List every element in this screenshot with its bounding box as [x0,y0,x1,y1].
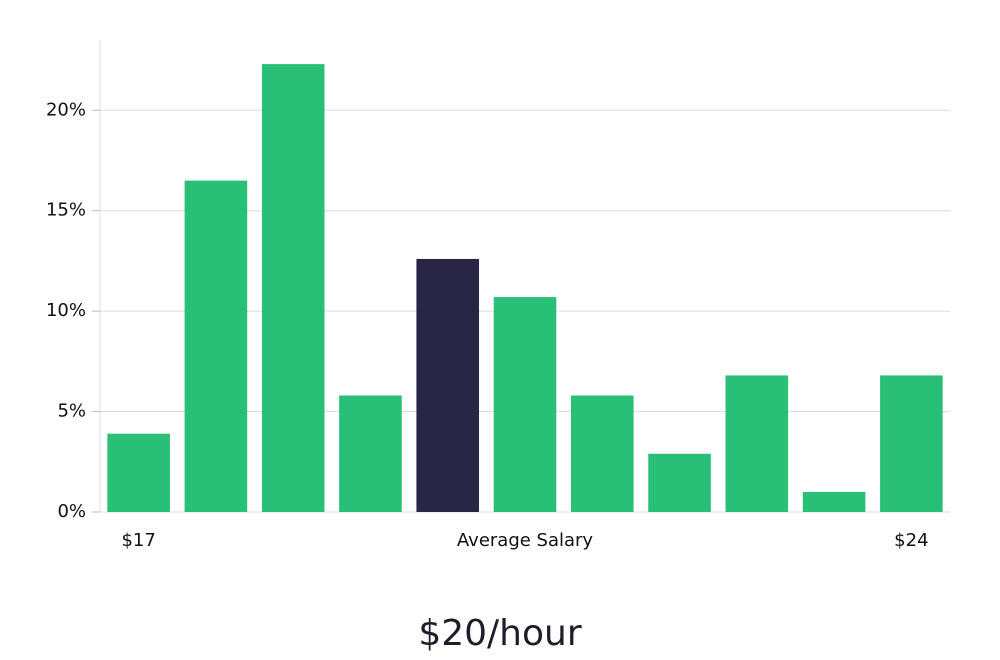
bar [261,64,325,513]
footer: $20/hour [418,613,582,654]
bar [493,297,557,512]
y-tick-label: 0% [57,501,86,522]
x-tick-label: $24 [894,530,928,551]
bar [570,395,634,512]
y-tick-label: 15% [46,200,86,221]
y-tick-label: 10% [46,300,86,321]
bar [802,491,866,512]
y-tick-label: 20% [46,99,86,120]
bar [339,395,402,512]
bar [416,258,480,512]
x-tick-label: Average Salary [457,530,594,551]
x-tick-label: $17 [121,530,155,551]
bar [107,433,170,512]
y-tick-label: 5% [57,401,86,422]
bar [648,453,711,512]
bar [184,180,248,512]
bar [880,375,943,512]
bar [725,375,789,512]
